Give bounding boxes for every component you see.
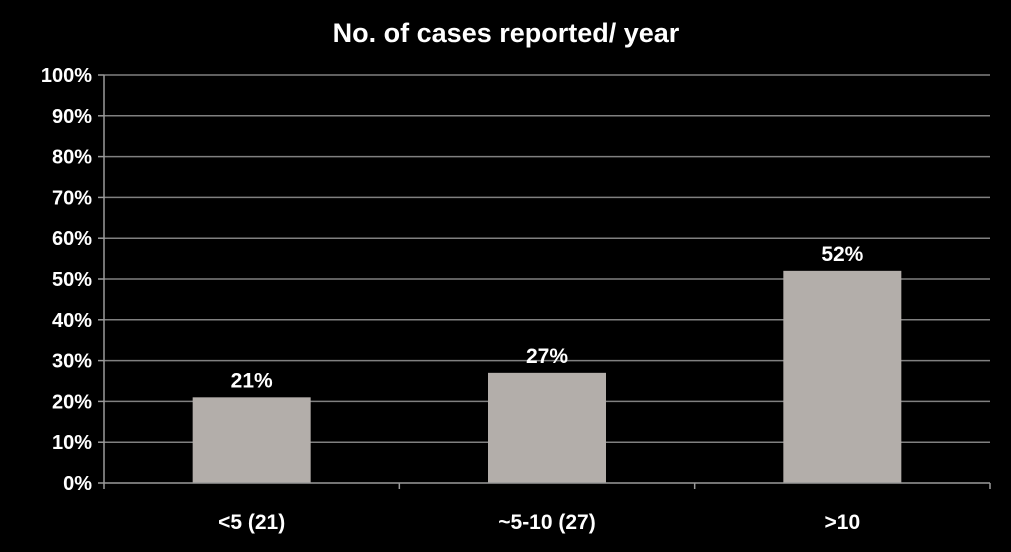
x-tick-label: <5 (21): [218, 511, 285, 534]
bar: [192, 397, 311, 483]
y-tick-label: 60%: [52, 228, 92, 250]
y-tick-label: 0%: [63, 473, 92, 495]
y-tick-label: 10%: [52, 432, 92, 454]
x-axis-tick-labels: <5 (21) ~5-10 (27) >10: [218, 511, 860, 534]
y-tick-label: 90%: [52, 106, 92, 128]
y-tick-label: 20%: [52, 391, 92, 413]
y-tick-label: 30%: [52, 351, 92, 373]
x-tick-label: >10: [825, 511, 861, 534]
bars: [192, 270, 902, 483]
data-labels: 21% 27% 52%: [231, 243, 864, 392]
data-label: 21%: [231, 369, 273, 392]
data-label: 52%: [821, 243, 863, 266]
bar: [783, 270, 902, 483]
chart-title: No. of cases reported/ year: [333, 18, 680, 48]
y-tick-label: 70%: [52, 187, 92, 209]
axes: [98, 74, 991, 489]
y-tick-label: 40%: [52, 310, 92, 332]
y-tick-label: 100%: [41, 65, 92, 87]
y-axis-tick-labels: 0% 10% 20% 30% 40% 50% 60% 70% 80% 90% 100%: [41, 65, 92, 495]
bar: [488, 372, 606, 483]
y-tick-label: 50%: [52, 269, 92, 291]
data-label: 27%: [526, 345, 568, 368]
y-tick-label: 80%: [52, 147, 92, 169]
x-tick-label: ~5-10 (27): [498, 511, 595, 534]
